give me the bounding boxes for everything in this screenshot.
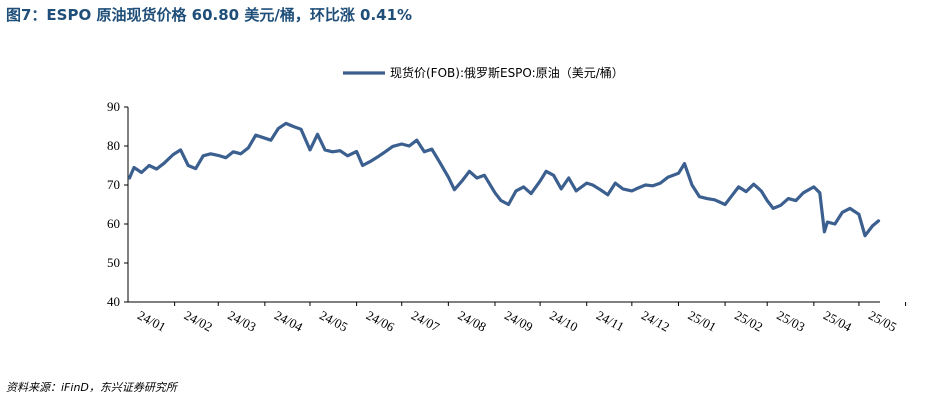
x-tick-label: 25/04 [821,307,855,334]
x-tick-label: 24/12 [639,307,672,334]
x-tick-label: 24/04 [272,307,306,334]
source-note: 资料来源：iFinD，东兴证券研究所 [6,381,177,394]
chart-legend: 现货价(FOB):俄罗斯ESPO:原油（美元/桶） [343,65,624,80]
x-tick-label: 24/02 [182,307,215,334]
series-layer [127,121,881,238]
legend-label: 现货价(FOB):俄罗斯ESPO:原油（美元/桶） [390,65,624,80]
y-tick-label: 40 [107,294,120,309]
x-tick-label: 25/02 [732,307,765,334]
figure-title: 图7：ESPO 原油现货价格 60.80 美元/桶，环比涨 0.41% [6,6,413,24]
x-axis-ticks: 24/01 24/02 24/03 24/04 24/05 24/06 24/07 24/08… [135,302,907,335]
x-tick-label: 25/01 [686,307,719,334]
x-tick-label: 24/03 [225,307,258,334]
y-axis-ticks: 40 50 60 70 80 90 [107,99,128,309]
x-tick-label: 24/01 [135,307,168,334]
x-tick-label: 24/10 [547,307,580,334]
x-tick-label: 24/09 [502,307,535,334]
x-tick-label: 24/07 [409,307,443,334]
x-tick-label: 24/06 [364,307,398,334]
y-tick-label: 80 [107,138,120,153]
x-tick-label: 24/08 [456,307,489,334]
x-tick-label: 25/03 [774,307,807,334]
x-tick-label: 25/05 [866,307,899,334]
y-tick-label: 90 [107,99,120,114]
y-tick-label: 50 [107,255,120,270]
x-tick-label: 24/05 [317,307,350,334]
chart-axes [127,107,880,303]
y-tick-label: 70 [107,177,120,192]
series-line-0 [127,121,881,238]
y-tick-label: 60 [107,216,120,231]
x-tick-label: 24/11 [594,307,627,334]
line-chart: 现货价(FOB):俄罗斯ESPO:原油（美元/桶） 40 50 60 70 80 90 2… [107,65,907,335]
